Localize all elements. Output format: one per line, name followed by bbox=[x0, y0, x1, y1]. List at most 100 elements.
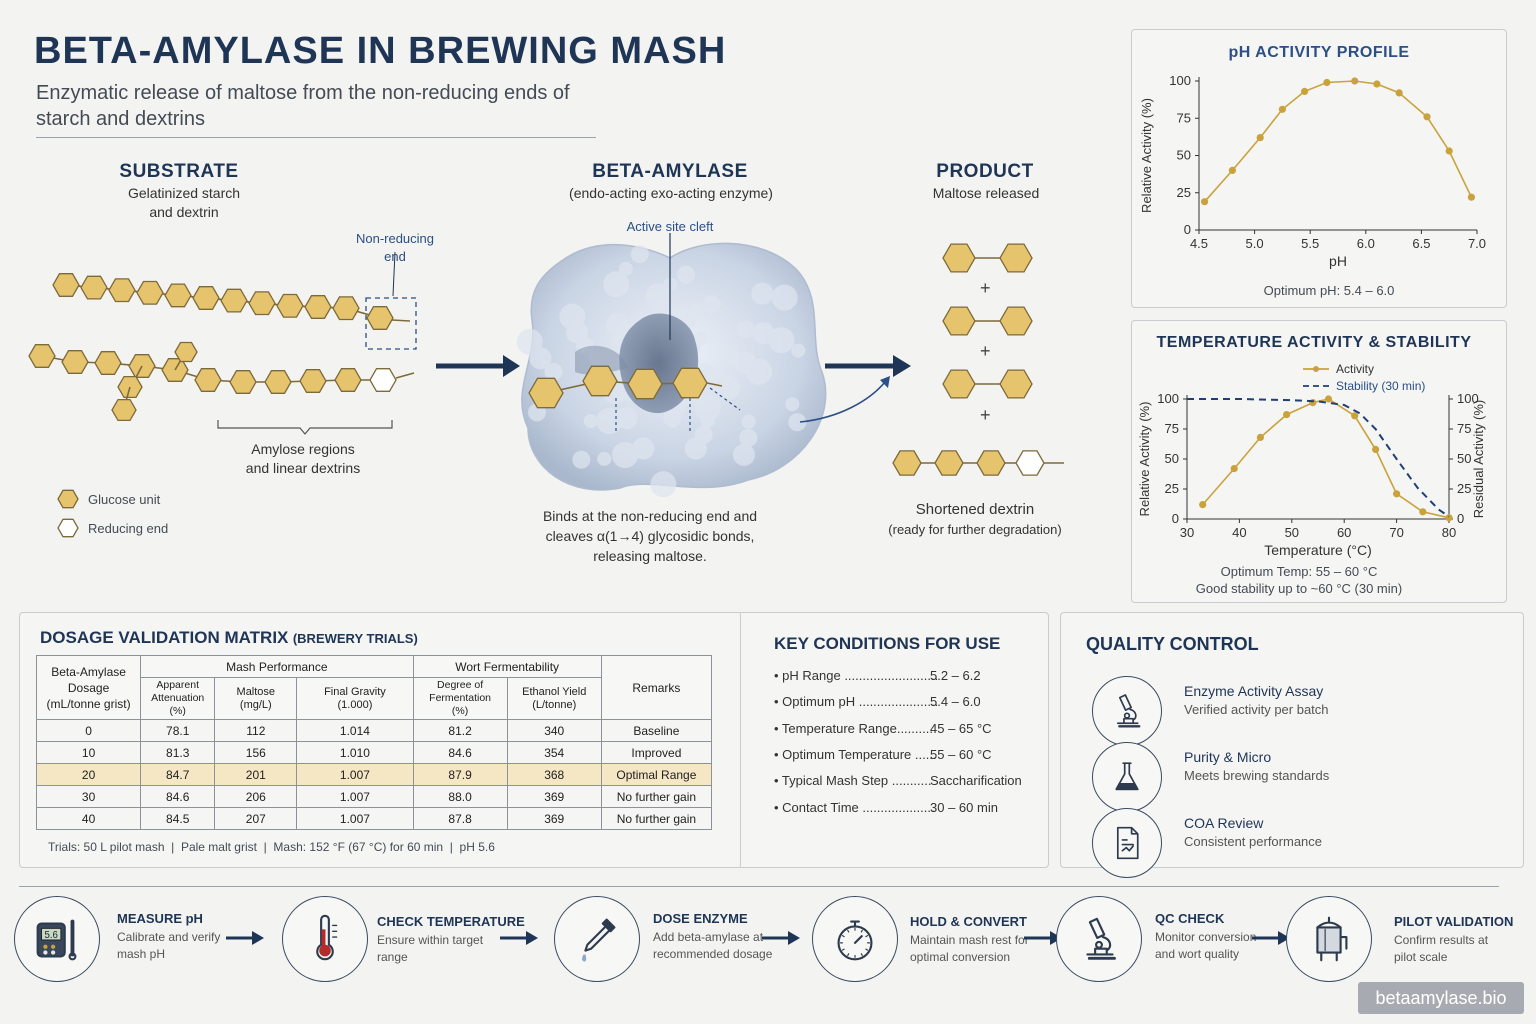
temp-chart-title: TEMPERATURE ACTIVITY & STABILITY bbox=[1156, 334, 1472, 351]
table-cell: 340 bbox=[506, 719, 602, 742]
col-remarks: Remarks bbox=[600, 655, 713, 720]
x-tick-label: 50 bbox=[1285, 525, 1299, 540]
temp-chart: 30 40 50 60 70 8002550751000255075100Residual… bbox=[1137, 362, 1486, 558]
table-cell: Baseline bbox=[600, 719, 713, 742]
table-cell: 84.6 bbox=[412, 741, 508, 764]
amylose-label: Amylose regions and linear dextrins bbox=[245, 441, 361, 476]
workflow-arrow-icon bbox=[762, 931, 800, 945]
y2-tick-label: 0 bbox=[1457, 511, 1464, 526]
table-cell: 20 bbox=[35, 763, 142, 786]
qc-item-title: Enzyme Activity Assay bbox=[1184, 683, 1324, 699]
table-cell: 1.007 bbox=[296, 763, 414, 786]
reducing-end-unit bbox=[57, 518, 79, 538]
y2-tick-label: 50 bbox=[1457, 451, 1471, 466]
qc-icon-badge bbox=[1092, 808, 1162, 878]
y-tick-label: 100 bbox=[1157, 391, 1179, 406]
table-cell: 1.014 bbox=[296, 719, 414, 742]
maltose-glucose-unit bbox=[942, 306, 976, 336]
data-point bbox=[1445, 514, 1453, 522]
col-group-wort: Wort Fermentability bbox=[412, 655, 602, 678]
x-tick-label: 7.0 bbox=[1468, 236, 1486, 251]
qc-icon-badge bbox=[1092, 676, 1162, 746]
condition-value: Saccharification bbox=[930, 773, 1022, 789]
page-title: BETA-AMYLASE IN BREWING MASH bbox=[34, 30, 727, 72]
condition-label: • pH Range .......................... bbox=[774, 668, 939, 683]
workflow-step-desc: Calibrate and verify mash pH bbox=[117, 930, 221, 961]
table-cell: 207 bbox=[214, 807, 298, 830]
glucose-unit bbox=[108, 278, 136, 303]
workflow-step-title: CHECK TEMPERATURE bbox=[377, 914, 525, 929]
legend-glucose-label: Glucose unit bbox=[88, 492, 161, 507]
condition-item: • Optimum pH ...................... 5.4 –… bbox=[774, 694, 981, 710]
data-point bbox=[1323, 78, 1331, 87]
stopwatch-icon bbox=[837, 920, 873, 961]
data-point bbox=[1467, 193, 1475, 201]
y-tick-label: 0 bbox=[1184, 222, 1191, 237]
workflow-step-title: PILOT VALIDATION bbox=[1394, 914, 1514, 929]
condition-value: 55 – 60 °C bbox=[930, 746, 992, 762]
enzyme-subtitle: (endo-acting exo-acting enzyme) bbox=[569, 185, 773, 201]
col-final-gravity: Final Gravity (1.000) bbox=[296, 677, 414, 720]
workflow-icon-badge bbox=[282, 896, 368, 982]
data-point bbox=[1256, 433, 1264, 441]
workflow-step-title: QC CHECK bbox=[1155, 911, 1225, 926]
flask-icon bbox=[1115, 762, 1139, 791]
workflow-icon-badge: 5.6 bbox=[14, 896, 100, 982]
tank-icon bbox=[1316, 916, 1348, 962]
workflow-step-desc: Monitor conversion and wort quality bbox=[1155, 930, 1257, 961]
y-tick-label: 100 bbox=[1169, 73, 1191, 88]
workflow-step-title: MEASURE pH bbox=[117, 911, 203, 926]
series-line-1 bbox=[1187, 398, 1450, 518]
condition-label: • Optimum pH ...................... bbox=[774, 694, 939, 710]
maltose-glucose-unit bbox=[942, 243, 976, 273]
mechanism-illustration bbox=[28, 233, 1064, 538]
substrate-title: SUBSTRATE bbox=[119, 161, 239, 182]
maltose-glucose-unit bbox=[999, 306, 1033, 336]
condition-item: • Optimum Temperature ...... 55 – 60 °C bbox=[774, 747, 992, 762]
series-line-0 bbox=[1202, 398, 1450, 519]
table-cell: No further gain bbox=[600, 785, 713, 808]
watermark: betaamylase.bio bbox=[1358, 982, 1524, 1014]
temp-chart-panel bbox=[1131, 320, 1507, 603]
table-cell: 87.8 bbox=[412, 807, 508, 830]
x-axis-label: pH bbox=[1329, 253, 1347, 269]
x-tick-label: 5.0 bbox=[1246, 236, 1264, 251]
page-subtitle: Enzymatic release of maltose from the no… bbox=[36, 82, 570, 130]
plus-sign: + bbox=[980, 278, 991, 298]
condition-value: 30 – 60 min bbox=[930, 799, 998, 815]
x-tick-label: 80 bbox=[1442, 525, 1456, 540]
product-title: PRODUCT bbox=[936, 161, 1034, 182]
microscope-icon bbox=[1116, 694, 1141, 728]
maltose-glucose-unit bbox=[999, 369, 1033, 399]
dosage-title: DOSAGE VALIDATION MATRIX (BREWERY TRIALS… bbox=[40, 628, 418, 647]
y-axis-label: Relative Activity (%) bbox=[1137, 402, 1152, 517]
plus-sign: + bbox=[980, 405, 991, 425]
y-tick-label: 25 bbox=[1177, 185, 1191, 200]
plus-sign: + bbox=[980, 341, 991, 361]
table-cell: 1.010 bbox=[296, 741, 414, 764]
data-point bbox=[1228, 166, 1236, 174]
qc-item-title: COA Review bbox=[1184, 815, 1264, 831]
reducing-end-unit bbox=[1015, 450, 1045, 476]
data-point bbox=[1256, 134, 1264, 142]
glucose-unit bbox=[276, 293, 304, 318]
data-point bbox=[1372, 445, 1380, 453]
condition-value: 5.4 – 6.0 bbox=[930, 694, 981, 710]
glucose-unit bbox=[304, 295, 332, 319]
qc-icon-badge bbox=[1092, 742, 1162, 812]
condition-item: • Contact Time .................... 30 – … bbox=[774, 800, 998, 815]
quality-control-title: QUALITY CONTROL bbox=[1086, 634, 1259, 654]
workflow-icon-badge bbox=[1286, 896, 1372, 982]
data-point bbox=[1423, 113, 1431, 121]
legend-label: Stability (30 min) bbox=[1336, 379, 1425, 393]
y2-tick-label: 75 bbox=[1457, 421, 1471, 436]
workflow-step-title: HOLD & CONVERT bbox=[910, 914, 1027, 929]
x-tick-label: 5.5 bbox=[1301, 236, 1319, 251]
table-cell: 206 bbox=[214, 785, 298, 808]
workflow-step-desc: Maintain mash rest for optimal conversion bbox=[910, 933, 1029, 964]
ph-readout: 5.6 bbox=[44, 930, 57, 941]
glucose-unit bbox=[57, 489, 79, 509]
data-point bbox=[1445, 147, 1453, 155]
x-tick-label: 70 bbox=[1389, 525, 1403, 540]
data-point bbox=[1351, 412, 1359, 420]
